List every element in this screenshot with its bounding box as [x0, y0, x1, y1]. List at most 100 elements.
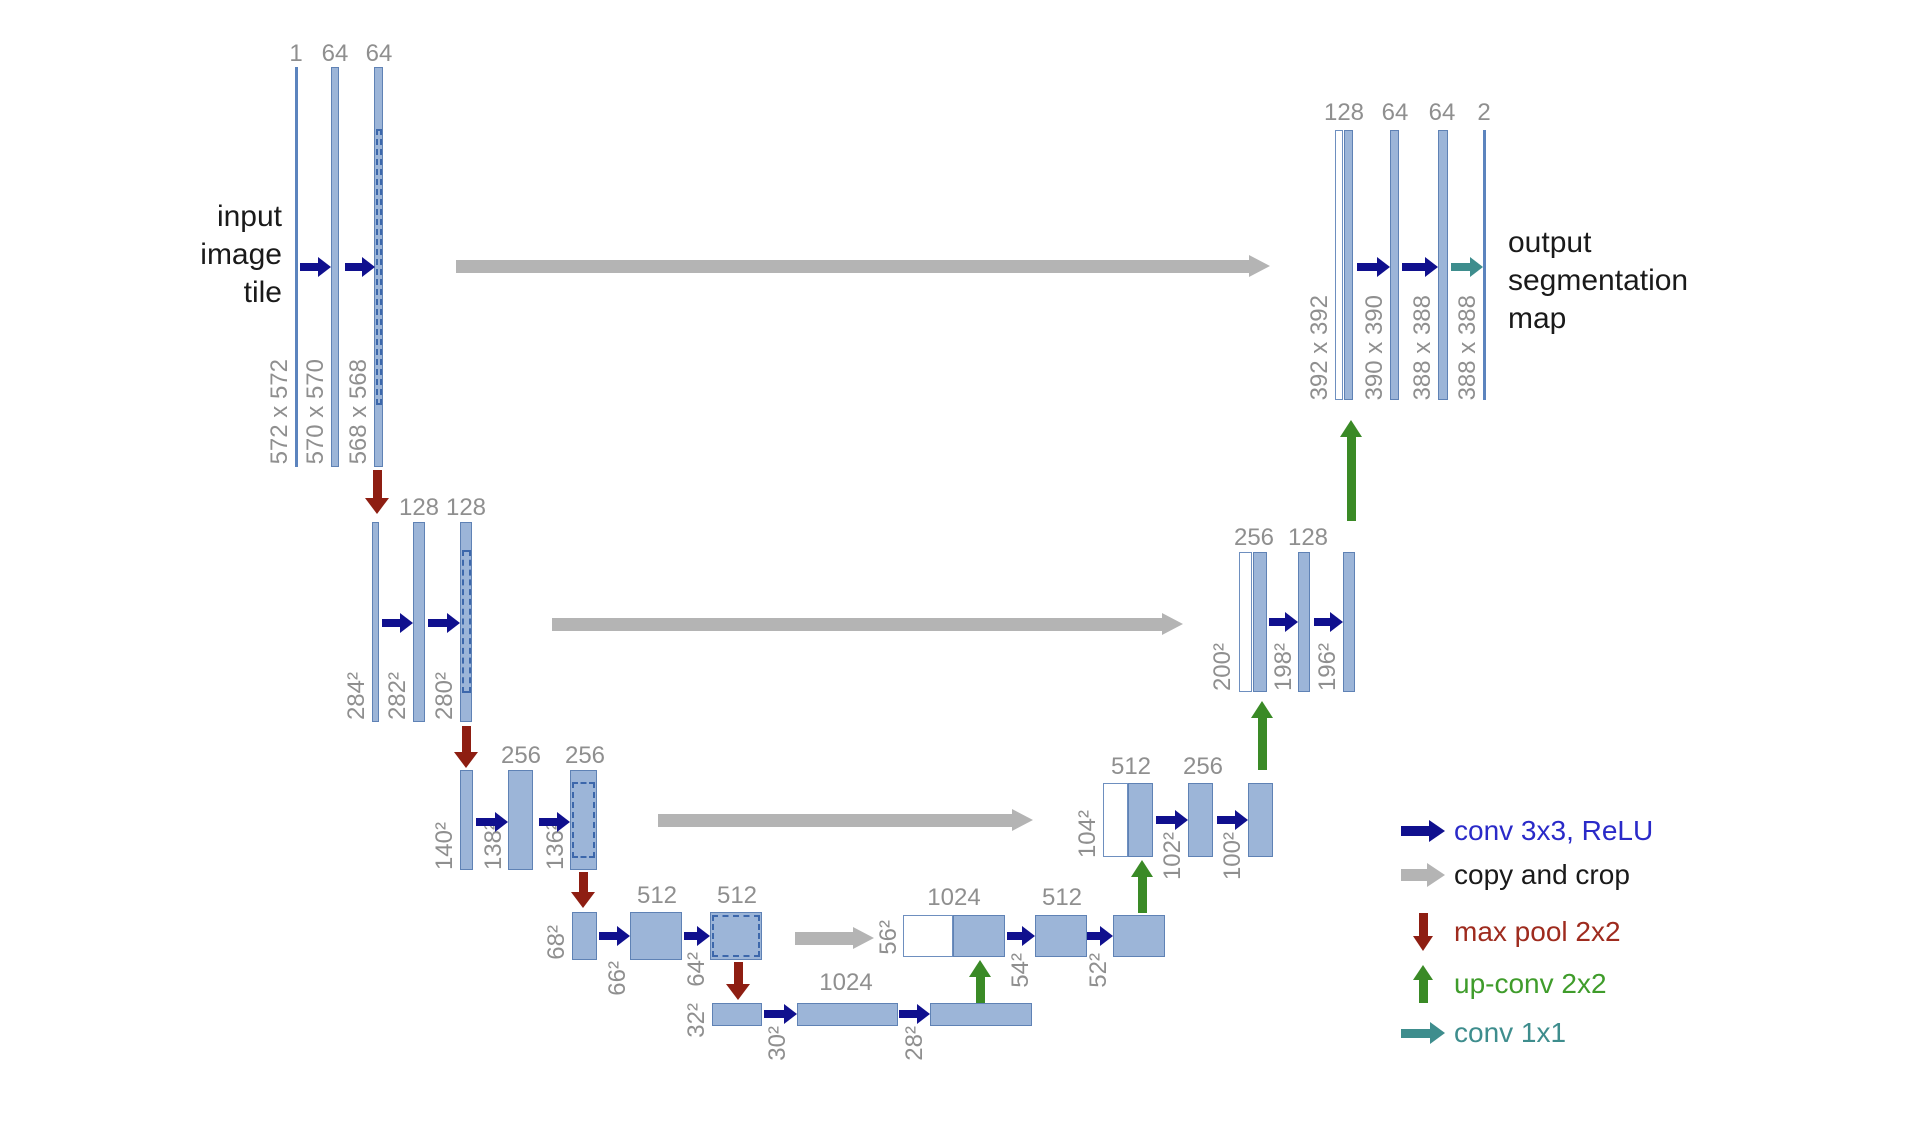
dimension-label: 68² — [543, 925, 570, 960]
feature-map-bottleneck-conv2-1024ch — [930, 1003, 1032, 1026]
conv-3x3-arrow — [599, 925, 630, 947]
up-conv-arrow-icon — [1413, 965, 1433, 1003]
channels-label: 512 — [636, 882, 678, 909]
feature-map-dec2-upconv-128ch — [1253, 552, 1267, 692]
up-conv-arrow — [969, 960, 991, 1003]
conv-3x3-arrow — [1402, 256, 1438, 278]
output-segmentation-map-label: output segmentation map — [1508, 224, 1808, 338]
conv-3x3-arrow — [764, 1003, 797, 1025]
legend-item-final: conv 1x1 — [1398, 1012, 1566, 1054]
feature-map-enc4-conv1-512ch — [630, 912, 682, 960]
channels-label: 2 — [1477, 99, 1491, 126]
channels-label: 1024 — [927, 884, 981, 911]
copy-and-crop-arrow — [795, 926, 874, 950]
dimension-label: 140² — [431, 821, 458, 870]
up-conv-arrow — [1131, 860, 1153, 913]
dimension-label: 284² — [343, 671, 370, 720]
dimension-label: 392 x 392 — [1306, 294, 1333, 400]
conv-3x3-arrow — [382, 612, 413, 634]
max-pool-arrow — [571, 872, 595, 908]
conv-3x3-arrow — [1217, 809, 1248, 831]
conv-3x3-arrow — [539, 811, 570, 833]
channels-label: 256 — [1233, 524, 1275, 551]
crop-region-outline — [572, 782, 595, 858]
dimension-label: 104² — [1074, 809, 1101, 858]
dimension-label: 200² — [1209, 642, 1236, 691]
legend-item-pool: max pool 2x2 — [1398, 911, 1621, 953]
legend-pool-arrow-icon — [1398, 911, 1448, 953]
copy-and-crop-arrow — [552, 612, 1183, 636]
conv-3x3-arrow-icon — [1401, 819, 1445, 843]
conv-3x3-arrow — [476, 811, 508, 833]
dimension-label: 28² — [901, 1026, 928, 1061]
feature-map-dec1-conv1-64ch — [1390, 130, 1399, 400]
feature-map-enc4-conv2-512ch — [710, 912, 762, 960]
legend-label: conv 3x3, ReLU — [1454, 815, 1654, 846]
feature-map-dec3-upconv-256ch — [1128, 783, 1153, 857]
channels-label: 64 — [365, 40, 393, 67]
dimension-label: 280² — [431, 671, 458, 720]
legend-label: conv 1x1 — [1454, 1017, 1567, 1048]
feature-map-dec1-skip-concat — [1335, 130, 1343, 400]
channels-label: 1 — [289, 40, 303, 67]
conv-3x3-arrow — [1357, 256, 1390, 278]
dimension-label: 100² — [1219, 831, 1246, 880]
max-pool-arrow — [454, 726, 478, 768]
feature-map-enc2-conv1-128ch — [413, 522, 425, 722]
conv-3x3-arrow — [1314, 611, 1343, 633]
dimension-label: 572 x 572 — [266, 358, 293, 464]
channels-label: 64 — [1381, 99, 1409, 126]
feature-map-dec4-upconv-512ch — [953, 915, 1005, 957]
feature-map-dec4-skip-concat — [903, 915, 953, 957]
channels-label: 128 — [1323, 99, 1365, 126]
channels-label: 256 — [1182, 753, 1224, 780]
dimension-label: 54² — [1007, 953, 1034, 988]
legend-item-copy: copy and crop — [1398, 854, 1630, 896]
conv-1x1-arrow-icon — [1401, 1022, 1445, 1044]
legend-label: max pool 2x2 — [1454, 916, 1621, 947]
channels-label: 256 — [500, 742, 542, 769]
dimension-label: 56² — [875, 920, 902, 955]
feature-map-bottleneck-pooled — [712, 1003, 762, 1026]
dimension-label: 282² — [384, 671, 411, 720]
conv-3x3-arrow — [1007, 925, 1035, 947]
legend-up-arrow-icon — [1398, 963, 1448, 1005]
feature-map-enc3-conv1-256ch — [508, 770, 533, 870]
channels-label: 512 — [716, 882, 758, 909]
dimension-label: 30² — [764, 1026, 791, 1061]
feature-map-dec2-conv2-128ch — [1343, 552, 1355, 692]
max-pool-arrow-icon — [1413, 913, 1433, 951]
dimension-label: 390 x 390 — [1361, 294, 1388, 400]
up-conv-arrow — [1340, 420, 1362, 521]
channels-label: 512 — [1110, 753, 1152, 780]
output-label-line: map — [1508, 302, 1567, 335]
dimension-label: 64² — [683, 952, 710, 987]
dimension-label: 198² — [1270, 642, 1297, 691]
feature-map-dec3-skip-concat — [1103, 783, 1128, 857]
conv-1x1-arrow — [1451, 256, 1483, 278]
feature-map-dec3-conv1-256ch — [1188, 783, 1213, 857]
dimension-label: 568 x 568 — [345, 358, 372, 464]
conv-3x3-arrow — [428, 612, 460, 634]
dimension-label: 52² — [1085, 953, 1112, 988]
feature-map-bottleneck-conv1-1024ch — [797, 1003, 898, 1026]
feature-map-dec2-skip-concat — [1239, 552, 1252, 692]
legend-item-up: up-conv 2x2 — [1398, 963, 1607, 1005]
output-label-line: segmentation — [1508, 264, 1689, 297]
conv-3x3-arrow — [1087, 925, 1113, 947]
dimension-label: 570 x 570 — [302, 358, 329, 464]
channels-label: 512 — [1041, 884, 1083, 911]
input-label-line: tile — [243, 276, 282, 309]
conv-3x3-arrow — [300, 256, 331, 278]
input-image-tile-label: input image tile — [150, 198, 282, 312]
conv-3x3-arrow — [899, 1003, 930, 1025]
conv-3x3-arrow — [684, 925, 710, 947]
dimension-label: 102² — [1159, 831, 1186, 880]
input-label-line: image — [200, 238, 282, 271]
channels-label: 64 — [321, 40, 349, 67]
feature-map-enc3-pooled — [460, 770, 473, 870]
channels-label: 128 — [1287, 524, 1329, 551]
crop-region-outline — [375, 129, 382, 405]
max-pool-arrow — [365, 470, 389, 514]
